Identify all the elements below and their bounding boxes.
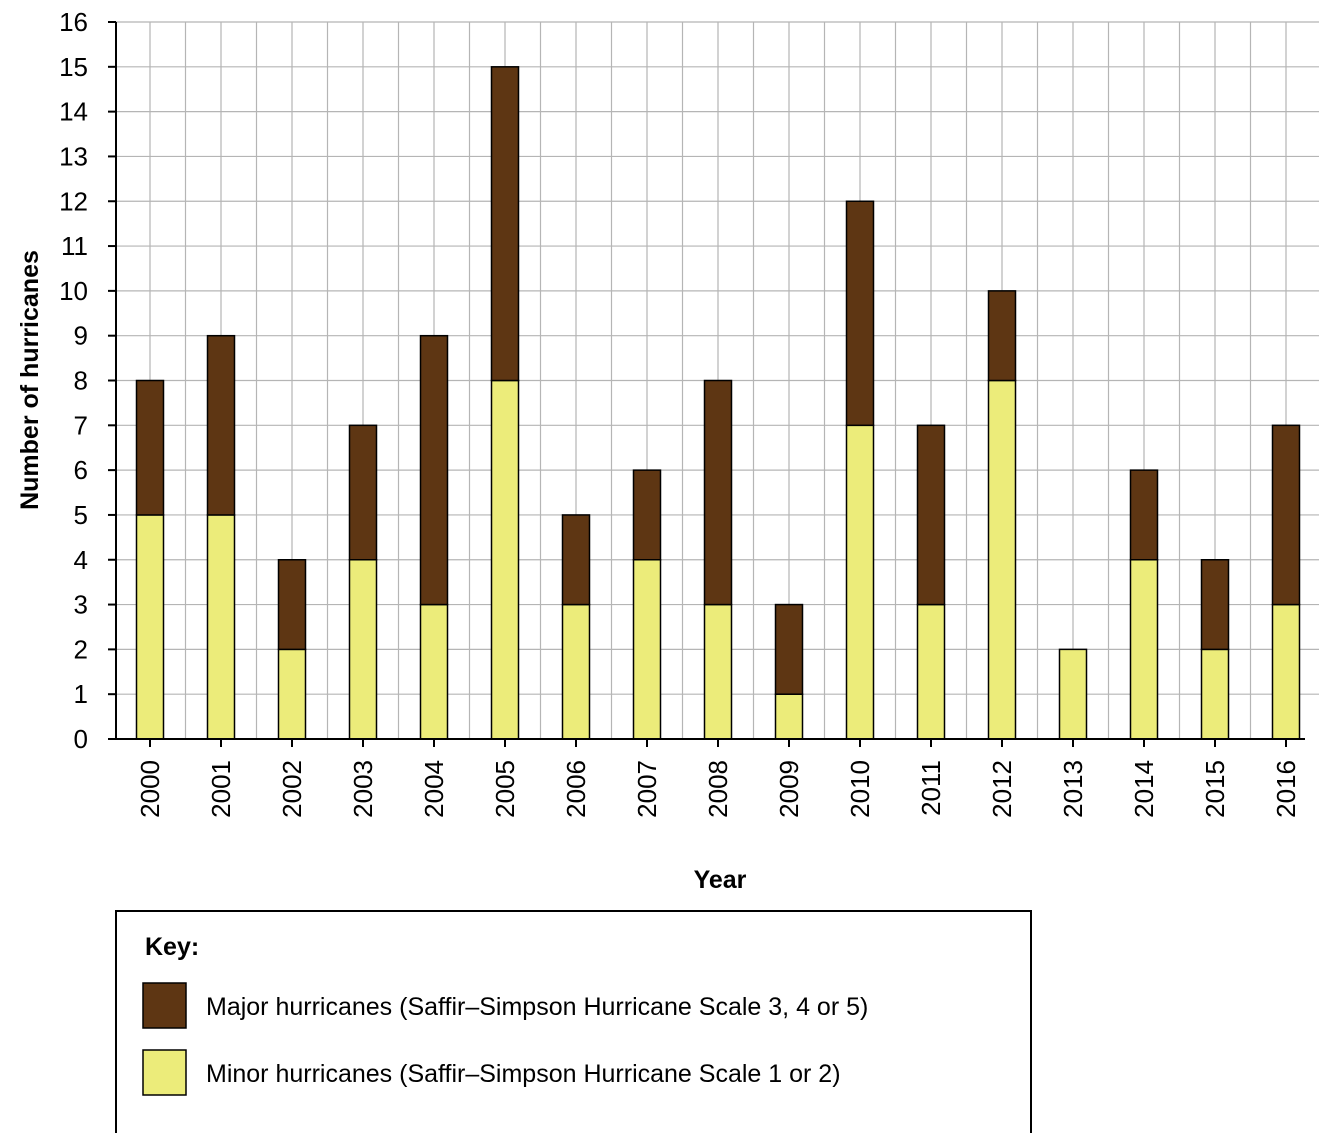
bar-minor-2002 bbox=[277, 648, 307, 740]
x-tick-label: 2012 bbox=[987, 760, 1017, 818]
bar-minor-2015 bbox=[1200, 648, 1230, 740]
y-tick-label: 10 bbox=[59, 276, 88, 306]
bar-major-2007 bbox=[632, 469, 662, 561]
bar-minor-2011 bbox=[916, 603, 946, 740]
bar-major-2011 bbox=[916, 424, 946, 606]
bar-minor-2010 bbox=[845, 424, 875, 740]
x-tick-label: 2015 bbox=[1200, 760, 1230, 818]
y-tick-label: 0 bbox=[74, 724, 88, 754]
bar-major-2000 bbox=[135, 379, 165, 516]
axes bbox=[108, 21, 1305, 747]
x-tick-label: 2007 bbox=[632, 760, 662, 818]
legend: Key: Major hurricanes (Saffir–Simpson Hu… bbox=[115, 910, 1032, 1133]
legend-label-major: Major hurricanes (Saffir–Simpson Hurrica… bbox=[206, 993, 868, 1021]
bar-major-2006 bbox=[561, 514, 591, 606]
bar-major-2002 bbox=[277, 559, 307, 651]
y-tick-label: 3 bbox=[74, 590, 88, 620]
y-tick-label: 12 bbox=[59, 186, 88, 216]
legend-swatch-major bbox=[142, 982, 187, 1029]
y-tick-label: 6 bbox=[74, 455, 88, 485]
bar-minor-2008 bbox=[703, 603, 733, 740]
y-tick-label: 8 bbox=[74, 366, 88, 396]
x-tick-label: 2013 bbox=[1058, 760, 1088, 818]
bar-major-2004 bbox=[419, 334, 449, 606]
y-tick-label: 13 bbox=[59, 141, 88, 171]
bar-major-2016 bbox=[1271, 424, 1301, 606]
x-tick-label: 2002 bbox=[277, 760, 307, 818]
legend-swatch-minor bbox=[142, 1049, 187, 1096]
x-tick-label: 2006 bbox=[561, 760, 591, 818]
bar-minor-2004 bbox=[419, 603, 449, 740]
y-axis-title: Number of hurricanes bbox=[16, 250, 44, 510]
bar-minor-2001 bbox=[206, 514, 236, 740]
bar-major-2012 bbox=[987, 290, 1017, 382]
legend-title: Key: bbox=[145, 933, 199, 961]
x-tick-label: 2005 bbox=[490, 760, 520, 818]
x-tick-label: 2009 bbox=[774, 760, 804, 818]
y-tick-label: 7 bbox=[74, 410, 88, 440]
x-tick-label: 2011 bbox=[916, 760, 946, 816]
y-tick-label: 1 bbox=[74, 679, 88, 709]
bar-major-2014 bbox=[1129, 469, 1159, 561]
y-tick-label: 16 bbox=[59, 7, 88, 37]
bar-major-2005 bbox=[490, 66, 520, 382]
x-tick-label: 2000 bbox=[135, 760, 165, 818]
bar-major-2003 bbox=[348, 424, 378, 561]
y-tick-label: 11 bbox=[61, 231, 88, 261]
x-tick-label: 2008 bbox=[703, 760, 733, 818]
y-tick-label: 4 bbox=[74, 545, 88, 575]
legend-box bbox=[115, 910, 1032, 1133]
x-tick-label: 2014 bbox=[1129, 760, 1159, 818]
bar-minor-2013 bbox=[1058, 648, 1088, 740]
bar-major-2008 bbox=[703, 379, 733, 606]
bar-minor-2012 bbox=[987, 379, 1017, 740]
x-tick-label: 2010 bbox=[845, 760, 875, 818]
y-tick-label: 9 bbox=[74, 321, 88, 351]
bar-minor-2006 bbox=[561, 603, 591, 740]
bar-minor-2000 bbox=[135, 514, 165, 740]
bar-minor-2016 bbox=[1271, 603, 1301, 740]
bar-minor-2005 bbox=[490, 379, 520, 740]
x-axis-title: Year bbox=[694, 866, 747, 894]
y-tick-label: 2 bbox=[74, 634, 88, 664]
bars bbox=[135, 66, 1301, 740]
legend-label-minor: Minor hurricanes (Saffir–Simpson Hurrica… bbox=[206, 1060, 841, 1088]
bar-major-2009 bbox=[774, 603, 804, 695]
x-tick-labels: 2000 2001 2002 2003 2004 2005 2006 2007 2008 2009… bbox=[135, 760, 1301, 818]
bar-major-2001 bbox=[206, 334, 236, 516]
bar-minor-2009 bbox=[774, 693, 804, 740]
y-tick-label: 15 bbox=[59, 52, 88, 82]
y-tick-label: 5 bbox=[74, 500, 88, 530]
x-tick-label: 2003 bbox=[348, 760, 378, 818]
bar-major-2010 bbox=[845, 200, 875, 427]
x-tick-label: 2004 bbox=[419, 760, 449, 818]
bar-minor-2007 bbox=[632, 559, 662, 740]
bar-minor-2014 bbox=[1129, 559, 1159, 740]
x-tick-label: 2001 bbox=[206, 760, 236, 818]
x-tick-label: 2016 bbox=[1271, 760, 1301, 818]
bar-major-2015 bbox=[1200, 559, 1230, 651]
y-tick-label: 14 bbox=[59, 97, 88, 127]
bar-minor-2003 bbox=[348, 559, 378, 740]
